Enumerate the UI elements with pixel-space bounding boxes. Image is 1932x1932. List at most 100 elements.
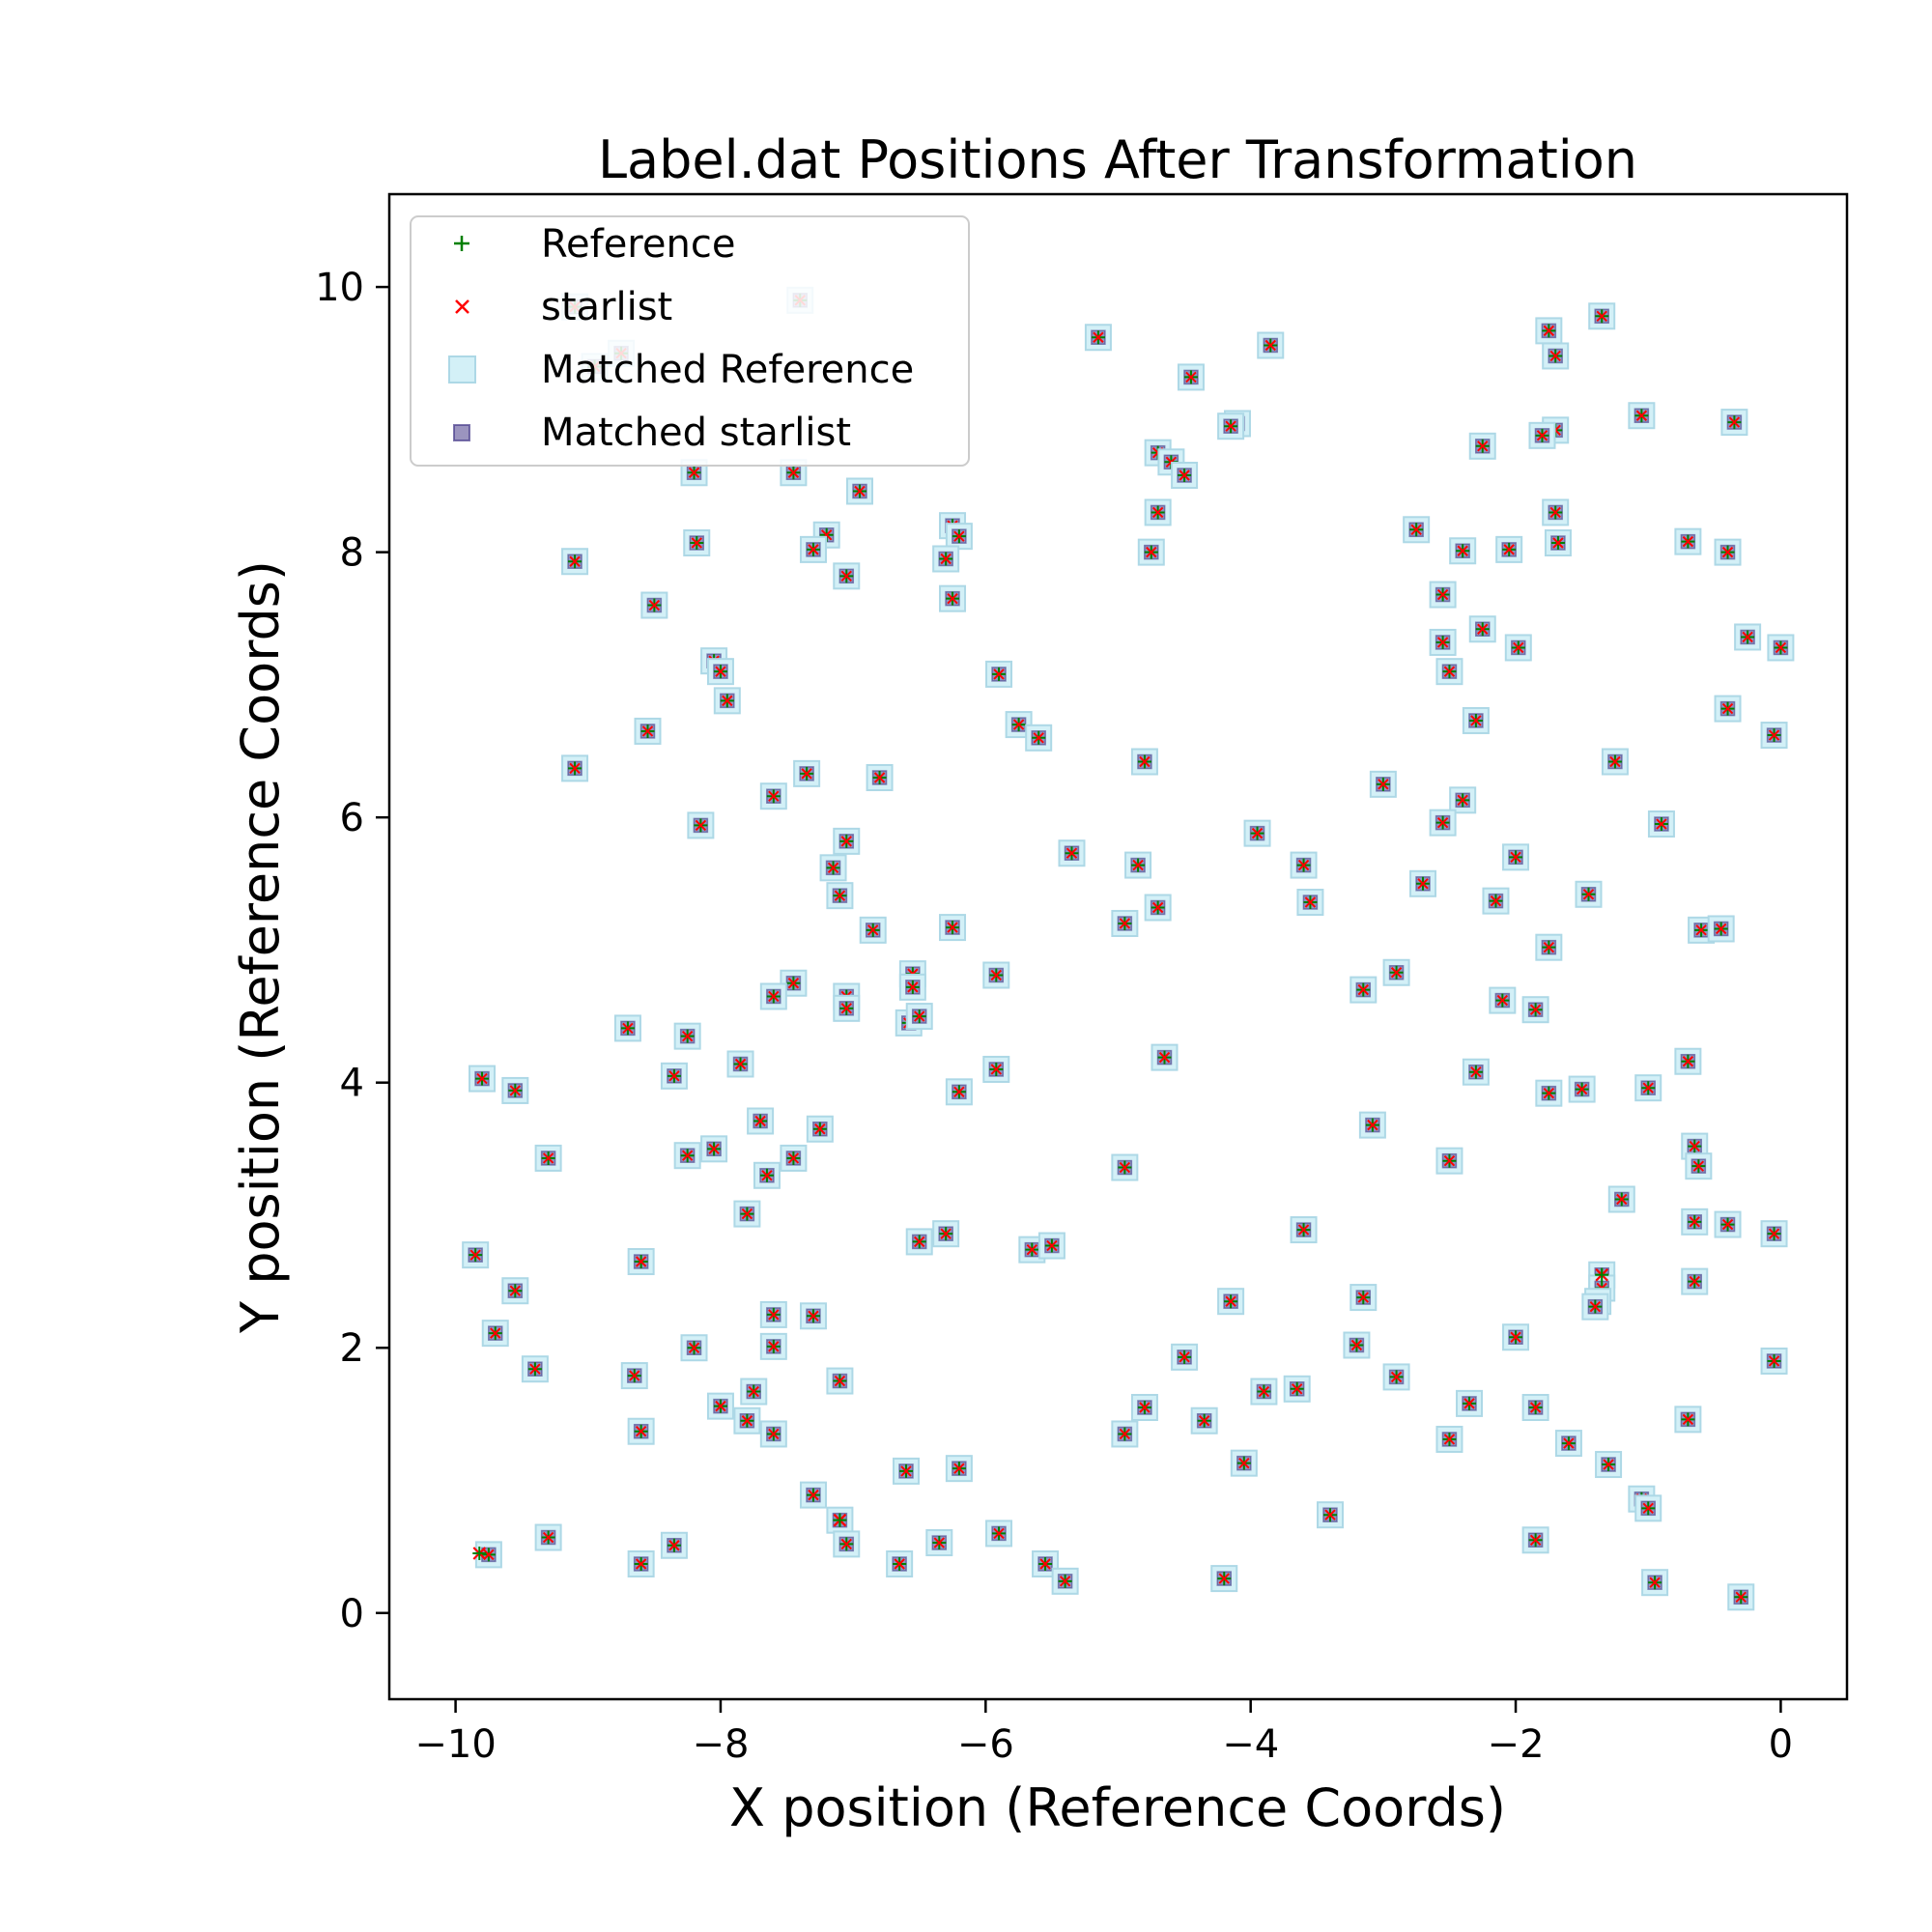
starlist-marker [1251, 827, 1264, 839]
data-point [1535, 1079, 1563, 1107]
starlist-marker [1463, 1398, 1475, 1409]
starlist-marker [1642, 1502, 1654, 1515]
data-point [759, 782, 787, 810]
data-point [706, 1392, 734, 1420]
legend-item-starlist: starlist [455, 285, 672, 329]
legend-label-starlist: starlist [541, 285, 672, 329]
data-point [1674, 1047, 1702, 1075]
data-point [1382, 958, 1410, 986]
unmatched-reference-marker [833, 1513, 847, 1527]
starlist-marker [787, 1152, 800, 1164]
data-point [1171, 1343, 1199, 1371]
plot-frame [387, 192, 1849, 1701]
plot-area [462, 286, 1795, 1611]
starlist-marker [1119, 918, 1131, 929]
starlist-marker [814, 1123, 826, 1135]
data-point [1257, 331, 1285, 359]
data-point [819, 854, 847, 882]
starlist-marker [1510, 851, 1521, 864]
data-point [733, 1200, 761, 1228]
starlist-marker [1543, 1087, 1555, 1099]
starlist-marker [1596, 310, 1607, 322]
starlist-marker [1496, 994, 1509, 1007]
data-point [1217, 1288, 1245, 1316]
data-point [1409, 869, 1437, 897]
y-tick-label: 10 [315, 266, 364, 310]
data-point [1084, 324, 1112, 352]
starlist-marker [1390, 967, 1403, 979]
data-point [1502, 843, 1530, 871]
starlist-marker [907, 981, 919, 993]
starlist-marker [1582, 889, 1595, 900]
legend-square-icon [448, 355, 476, 384]
starlist-marker [1218, 1573, 1230, 1584]
matched-reference-marker [932, 545, 960, 573]
starlist-marker [1297, 1224, 1310, 1236]
starlist-marker [490, 1327, 501, 1339]
data-point [886, 1549, 914, 1577]
data-point [1435, 1147, 1463, 1175]
legend-box [410, 215, 970, 467]
data-point [845, 477, 873, 505]
data-point [1468, 432, 1496, 460]
data-point [1714, 695, 1742, 723]
data-point [1171, 462, 1199, 490]
data-point [1482, 887, 1510, 915]
starlist-marker [940, 1228, 952, 1239]
data-point [1647, 810, 1675, 838]
data-point [833, 1530, 861, 1558]
data-point [759, 1420, 787, 1448]
data-point [1521, 1394, 1549, 1422]
data-point [680, 1334, 708, 1362]
starlist-marker [483, 1548, 495, 1561]
data-point [706, 658, 734, 686]
starlist-marker [808, 544, 819, 555]
starlist-marker [1059, 1576, 1071, 1587]
starlist-marker [1258, 1385, 1270, 1398]
starlist-marker [668, 1540, 680, 1551]
data-point [1462, 706, 1490, 734]
data-point [1051, 1567, 1079, 1595]
data-point [1429, 809, 1457, 837]
data-point [1290, 1216, 1318, 1244]
data-point [945, 1455, 973, 1483]
starlist-marker [1436, 588, 1449, 601]
starlist-marker [681, 1030, 694, 1042]
matched-reference-marker [759, 982, 787, 1010]
data-point [753, 1161, 781, 1189]
starlist-marker [1549, 506, 1561, 519]
data-point [1358, 1111, 1386, 1139]
data-point [1767, 634, 1795, 662]
legend-item-matched-starlist: Matched starlist [453, 411, 851, 455]
starlist-marker [990, 1064, 1002, 1075]
y-tick-label: 4 [340, 1062, 364, 1106]
y-tick-label: 8 [340, 531, 364, 576]
starlist-marker [1510, 1331, 1521, 1343]
data-point [939, 914, 967, 942]
starlist-marker [1503, 544, 1515, 555]
starlist-marker [953, 530, 965, 542]
starlist-marker [1151, 506, 1164, 519]
starlist-marker [947, 922, 958, 933]
matched-reference-marker [501, 1076, 529, 1104]
starlist-marker [569, 555, 581, 567]
starlist-marker [1012, 719, 1025, 730]
data-point [799, 1302, 827, 1330]
data-point [1535, 317, 1563, 345]
chart-title: Label.dat Positions After Transformation [598, 129, 1637, 190]
data-point [985, 1520, 1013, 1548]
x-tick-label: −2 [1488, 1722, 1545, 1767]
data-point [726, 1050, 754, 1078]
matched-reference-marker [1714, 695, 1742, 723]
starlist-marker [635, 1256, 647, 1267]
starlist-marker [768, 1309, 780, 1321]
data-point [1760, 1347, 1788, 1375]
data-point [1674, 1406, 1702, 1434]
starlist-marker [722, 695, 733, 707]
data-point [1685, 1152, 1713, 1180]
starlist-marker [834, 1375, 846, 1387]
data-point [1435, 658, 1463, 686]
starlist-marker [1139, 1402, 1151, 1413]
data-point [1350, 976, 1378, 1004]
